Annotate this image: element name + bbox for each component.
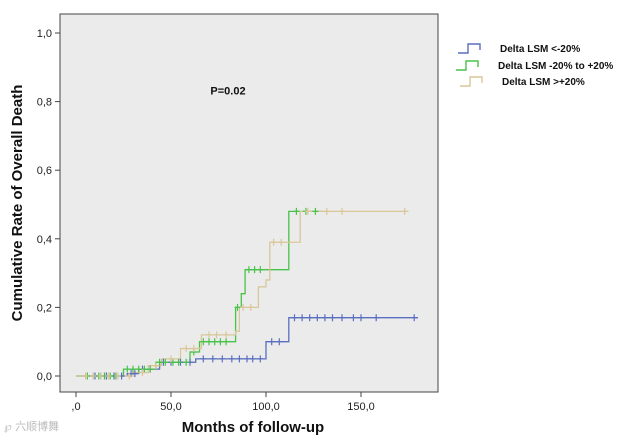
x-axis-title: Months of follow-up bbox=[182, 419, 324, 436]
y-tick-label: 0,8 bbox=[37, 97, 52, 109]
x-tick-label: 50,0 bbox=[160, 401, 181, 413]
y-tick-label: 0,4 bbox=[37, 234, 52, 246]
legend-label-1: Delta LSM <-20% bbox=[500, 44, 580, 55]
y-axis-title: Cumulative Rate of Overall Death bbox=[9, 85, 26, 322]
legend-label-2: Delta LSM -20% to +20% bbox=[498, 61, 613, 72]
legend-swatch-1 bbox=[458, 44, 480, 53]
y-tick-label: 1,0 bbox=[37, 28, 52, 40]
legend: Delta LSM <-20% Delta LSM -20% to +20% Del… bbox=[456, 44, 613, 88]
x-tick-label: 150,0 bbox=[347, 401, 375, 413]
km-chart: 0,0 0,2 0,4 0,6 0,8 1,0 ,0 50,0 100,0 150,0 Month… bbox=[0, 0, 631, 439]
y-tick-label: 0,6 bbox=[37, 165, 52, 177]
watermark-text: ℘ 六顺博舞 bbox=[4, 420, 59, 433]
p-value-annotation: P=0.02 bbox=[210, 86, 245, 98]
y-tick-label: 0,2 bbox=[37, 302, 52, 314]
legend-label-3: Delta LSM >+20% bbox=[502, 77, 585, 88]
legend-swatch-2 bbox=[456, 61, 478, 70]
x-tick-label: ,0 bbox=[71, 401, 80, 413]
y-tick-label: 0,0 bbox=[37, 371, 52, 383]
plot-area bbox=[60, 14, 438, 392]
legend-swatch-3 bbox=[460, 77, 482, 86]
x-tick-label: 100,0 bbox=[252, 401, 280, 413]
